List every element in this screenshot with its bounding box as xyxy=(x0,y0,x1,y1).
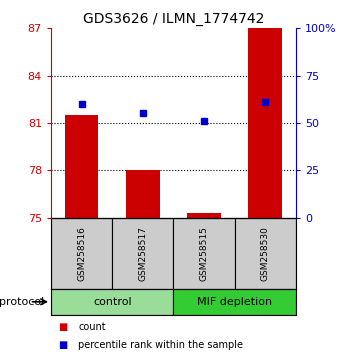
Bar xyxy=(187,213,221,218)
Text: control: control xyxy=(93,297,132,307)
Text: count: count xyxy=(78,322,106,332)
Bar xyxy=(51,218,112,289)
Text: GSM258530: GSM258530 xyxy=(261,225,270,281)
Text: percentile rank within the sample: percentile rank within the sample xyxy=(78,340,243,350)
Bar xyxy=(235,218,296,289)
Title: GDS3626 / ILMN_1774742: GDS3626 / ILMN_1774742 xyxy=(83,12,264,26)
Text: MIF depletion: MIF depletion xyxy=(197,297,272,307)
Text: GSM258516: GSM258516 xyxy=(77,225,86,281)
Text: GSM258517: GSM258517 xyxy=(138,225,147,281)
Bar xyxy=(65,115,99,218)
Text: GSM258515: GSM258515 xyxy=(200,225,208,281)
Bar xyxy=(126,170,160,218)
Bar xyxy=(51,289,173,315)
Text: ■: ■ xyxy=(58,340,67,350)
Bar xyxy=(173,218,235,289)
Text: protocol: protocol xyxy=(0,297,44,307)
Text: ■: ■ xyxy=(58,322,67,332)
Bar xyxy=(112,218,173,289)
Bar xyxy=(248,28,282,218)
Bar xyxy=(173,289,296,315)
